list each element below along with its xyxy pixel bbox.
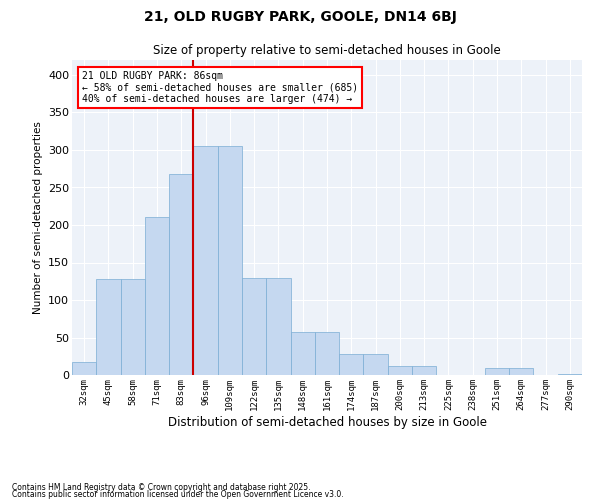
Text: Contains public sector information licensed under the Open Government Licence v3: Contains public sector information licen… (12, 490, 344, 499)
Bar (558, 374, 582, 375)
Bar (266, 278, 290, 375)
Bar (169, 174, 193, 375)
Text: 21, OLD RUGBY PARK, GOOLE, DN14 6BJ: 21, OLD RUGBY PARK, GOOLE, DN14 6BJ (143, 10, 457, 24)
Bar (96, 279, 121, 375)
X-axis label: Distribution of semi-detached houses by size in Goole: Distribution of semi-detached houses by … (167, 416, 487, 428)
Bar (290, 332, 315, 375)
Bar (412, 366, 436, 375)
Bar (145, 218, 169, 375)
Bar (485, 368, 509, 375)
Y-axis label: Number of semi-detached properties: Number of semi-detached properties (32, 121, 43, 314)
Text: Contains HM Land Registry data © Crown copyright and database right 2025.: Contains HM Land Registry data © Crown c… (12, 484, 311, 492)
Bar (242, 278, 266, 375)
Bar (193, 146, 218, 375)
Text: 21 OLD RUGBY PARK: 86sqm
← 58% of semi-detached houses are smaller (685)
40% of : 21 OLD RUGBY PARK: 86sqm ← 58% of semi-d… (82, 71, 358, 104)
Bar (364, 354, 388, 375)
Bar (339, 354, 364, 375)
Bar (509, 368, 533, 375)
Bar (218, 146, 242, 375)
Bar (121, 279, 145, 375)
Bar (388, 366, 412, 375)
Bar (315, 332, 339, 375)
Title: Size of property relative to semi-detached houses in Goole: Size of property relative to semi-detach… (153, 44, 501, 58)
Bar (72, 362, 96, 375)
